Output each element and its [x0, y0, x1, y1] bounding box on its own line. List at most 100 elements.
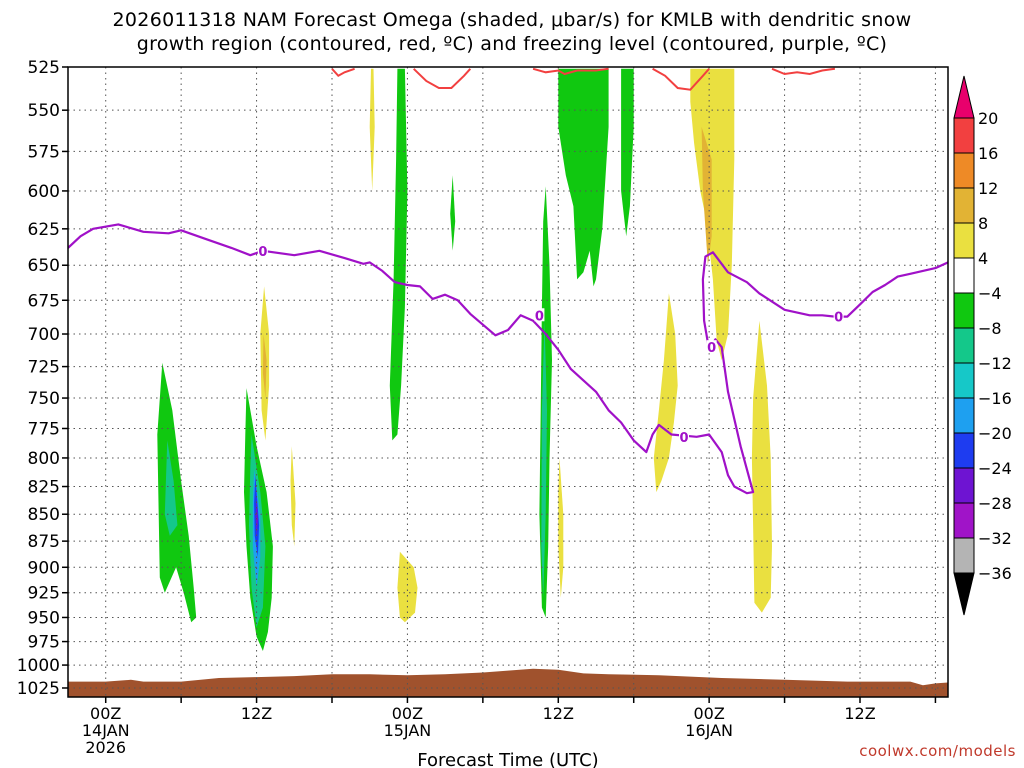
y-tick-label-875: 875 [28, 532, 60, 552]
freezing-label-bg-2 [706, 340, 717, 354]
colorbar-label-5: −4 [978, 284, 1002, 303]
x-tick-label-42: 12Z [543, 704, 574, 723]
y-tick-label-550: 550 [28, 101, 60, 121]
freezing-label-bg-0 [257, 243, 268, 257]
x-tick-label-18: 12Z [241, 704, 272, 723]
colorbar-label-8: −16 [978, 389, 1012, 408]
omega-region-6 [450, 175, 456, 251]
x-tick-year-6: 2026 [85, 738, 126, 757]
y-tick-label-675: 675 [28, 291, 60, 311]
colorbar-label-2: 12 [978, 179, 998, 198]
colorbar-box-13 [953, 537, 975, 574]
y-tick-label-700: 700 [28, 325, 60, 345]
omega-region-21 [653, 293, 678, 493]
y-tick-label-525: 525 [28, 58, 60, 78]
y-tick-label-650: 650 [28, 256, 60, 276]
x-tick-label-6: 00Z [90, 704, 121, 723]
grid-layer [68, 66, 948, 697]
omega-region-1 [621, 68, 634, 237]
freezing-label-bg-4 [833, 309, 844, 323]
omega-region-7 [164, 440, 178, 536]
y-tick-label-575: 575 [28, 142, 60, 162]
colorbar-label-7: −12 [978, 354, 1012, 373]
colorbar-label-9: −20 [978, 424, 1012, 443]
y-tick-label-800: 800 [28, 449, 60, 469]
freezing-label-bg-1 [534, 308, 545, 322]
freezing-level-contour: 0 0 0 0 0 [68, 223, 948, 495]
omega-region-19 [397, 551, 418, 623]
freezing-level-label-4: 0 [834, 311, 843, 326]
colorbar-box-12 [953, 502, 975, 539]
x-tick-sublabel-30: 15JAN [384, 721, 432, 740]
x-tick-label-54: 00Z [693, 704, 724, 723]
chart-title: 2026011318 NAM Forecast Omega (shaded, μ… [0, 8, 1024, 56]
colorbar-box-11 [953, 467, 975, 504]
y-tick-label-1025: 1025 [17, 679, 60, 699]
dgz-contour-0 [331, 67, 355, 78]
omega-region-9 [541, 320, 547, 598]
y-axis: 525 550 575 600 625 650 675 700 725 750 775 800 825 8… [17, 58, 68, 699]
omega-region-18 [290, 446, 296, 547]
credit-text: coolwx.com/models [859, 742, 1016, 760]
omega-region-13 [690, 68, 735, 361]
freezing-level-label-2: 0 [707, 341, 716, 356]
omega-region-17 [262, 334, 267, 399]
freezing-level-label-1: 0 [535, 309, 544, 324]
colorbar-label-12: −32 [978, 529, 1012, 548]
colorbar-bottom-arrow [953, 572, 975, 616]
x-tick-sublabel-54: 16JAN [685, 721, 733, 740]
omega-shading-layer [157, 68, 772, 651]
dendritic-growth-contours [331, 67, 836, 91]
colorbar-box-1 [953, 117, 975, 154]
freezing-level-label-0: 0 [258, 245, 267, 260]
colorbar-box-6 [953, 292, 975, 329]
y-tick-label-925: 925 [28, 584, 60, 604]
colorbar-label-3: 8 [978, 214, 988, 233]
y-tick-label-725: 725 [28, 358, 60, 378]
colorbar-box-9 [953, 397, 975, 434]
dgz-contour-1 [413, 68, 472, 89]
colorbar-label-1: 16 [978, 144, 998, 163]
dgz-contour-2 [532, 67, 609, 76]
omega-region-2 [389, 68, 408, 441]
y-tick-label-750: 750 [28, 389, 60, 409]
colorbar-box-4 [953, 222, 975, 259]
dgz-contour-3 [652, 67, 710, 91]
y-tick-label-975: 975 [28, 633, 60, 653]
freezing-level-line [68, 223, 948, 495]
plot-frame [67, 66, 949, 698]
x-tick-label-66: 12Z [844, 704, 875, 723]
colorbar-label-11: −28 [978, 494, 1012, 513]
y-tick-label-1000: 1000 [17, 656, 60, 676]
colorbar-label-10: −24 [978, 459, 1012, 478]
x-tick-label-30: 00Z [392, 704, 423, 723]
chart-title-line-2: growth region (contoured, red, ºC) and f… [136, 33, 888, 55]
colorbar-top-arrow [953, 75, 975, 119]
colorbar-box-5 [953, 257, 975, 294]
colorbar-label-4: 4 [978, 249, 988, 268]
colorbar-label-0: 20 [978, 109, 998, 128]
omega-region-20 [558, 458, 564, 598]
terrain-fill [68, 668, 948, 697]
omega-region-22 [751, 320, 772, 613]
x-axis-label: Forecast Time (UTC) [417, 750, 598, 768]
colorbar-label-13: −36 [978, 564, 1012, 583]
colorbar-box-10 [953, 432, 975, 469]
omega-region-15 [369, 68, 375, 191]
y-tick-label-850: 850 [28, 505, 60, 525]
colorbar-box-3 [953, 187, 975, 224]
omega-region-0 [558, 68, 609, 287]
y-tick-label-600: 600 [28, 182, 60, 202]
freezing-label-bg-3 [679, 429, 689, 443]
colorbar-box-8 [953, 362, 975, 399]
omega-region-4 [157, 362, 197, 623]
x-tick-sublabel-6: 14JAN [82, 721, 130, 740]
y-tick-label-950: 950 [28, 608, 60, 628]
colorbar-box-7 [953, 327, 975, 364]
y-tick-label-775: 775 [28, 419, 60, 439]
colorbar-label-6: −8 [978, 319, 1002, 338]
y-tick-label-625: 625 [28, 220, 60, 240]
chart-title-line-1: 2026011318 NAM Forecast Omega (shaded, μ… [112, 9, 912, 31]
